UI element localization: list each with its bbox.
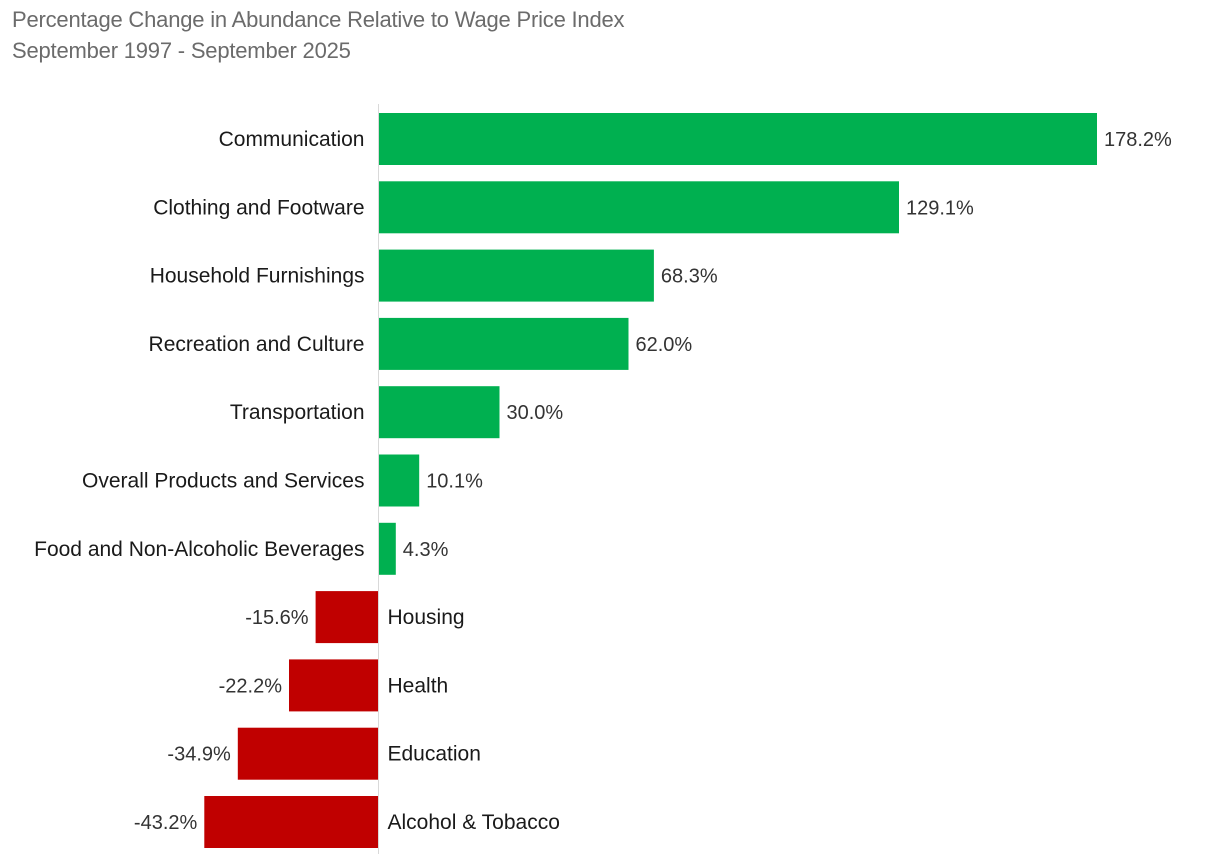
bar-4: [378, 386, 500, 439]
value-label-6: 4.3%: [403, 539, 449, 561]
value-label-1: 129.1%: [906, 197, 974, 219]
category-label-10: Alcohol & Tobacco: [388, 811, 560, 834]
value-label-0: 178.2%: [1104, 129, 1172, 151]
category-label-8: Health: [388, 674, 449, 697]
chart-subtitle: September 1997 - September 2025: [12, 38, 351, 63]
value-label-7: -15.6%: [245, 607, 309, 629]
category-label-4: Transportation: [230, 401, 365, 424]
category-label-2: Household Furnishings: [150, 265, 365, 288]
value-label-9: -34.9%: [167, 744, 231, 766]
bars-group: [204, 113, 1097, 848]
category-label-1: Clothing and Footware: [153, 196, 364, 219]
bar-5: [378, 454, 420, 507]
bar-6: [378, 522, 396, 575]
value-label-2: 68.3%: [661, 266, 718, 288]
category-label-7: Housing: [388, 606, 465, 629]
chart-title-block: Percentage Change in Abundance Relative …: [12, 4, 625, 66]
category-label-6: Food and Non-Alcoholic Beverages: [34, 538, 364, 561]
value-label-4: 30.0%: [507, 402, 564, 424]
category-label-9: Education: [388, 743, 481, 766]
value-label-3: 62.0%: [636, 334, 693, 356]
value-label-8: -22.2%: [219, 675, 283, 697]
bar-9: [237, 727, 379, 780]
bar-3: [378, 317, 629, 370]
bar-2: [378, 249, 654, 302]
category-label-5: Overall Products and Services: [82, 470, 364, 493]
bar-0: [378, 113, 1097, 165]
category-label-0: Communication: [219, 128, 365, 151]
bar-1: [378, 181, 899, 234]
value-label-5: 10.1%: [426, 471, 483, 493]
category-label-3: Recreation and Culture: [149, 333, 365, 356]
chart-title: Percentage Change in Abundance Relative …: [12, 7, 625, 32]
bar-8: [289, 659, 379, 712]
labels-group: Communication 178.2% Clothing and Footware…: [34, 128, 1172, 834]
bar-7: [315, 591, 379, 644]
bar-10: [204, 796, 379, 848]
value-label-10: -43.2%: [134, 812, 198, 834]
